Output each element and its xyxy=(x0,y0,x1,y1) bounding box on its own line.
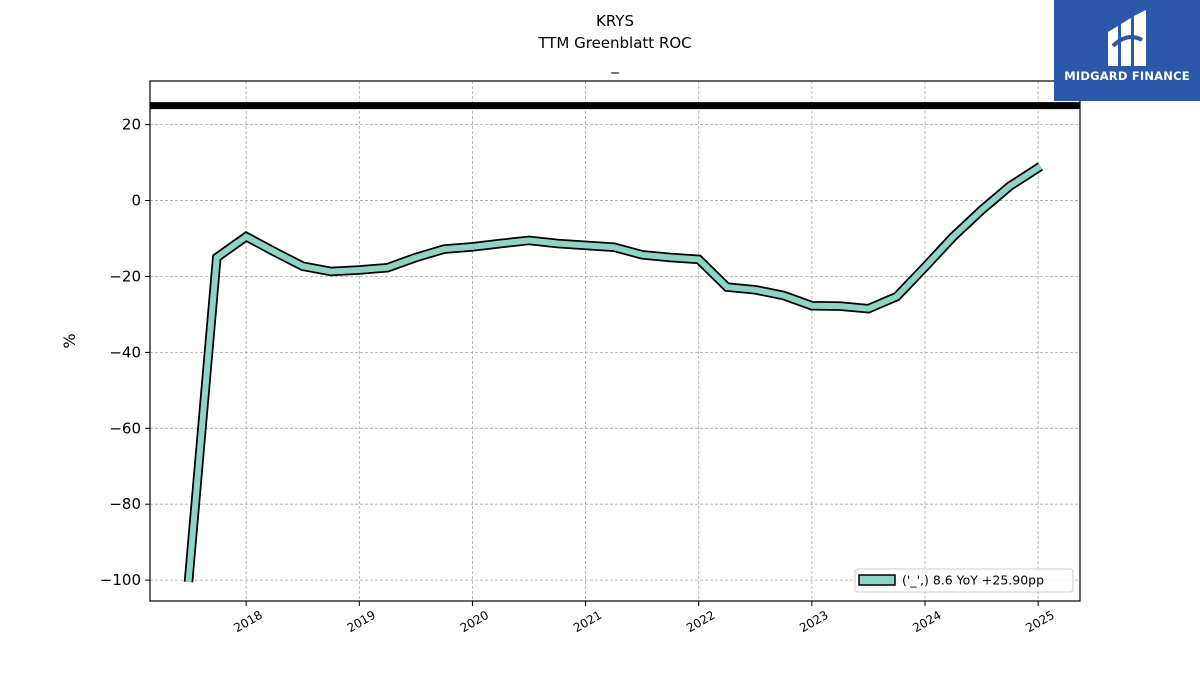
legend-box xyxy=(854,568,1074,593)
logo-text: MIDGARD FINANCE xyxy=(1064,69,1190,83)
grid-lines xyxy=(150,81,1080,601)
legend-label: ('_',) 8.6 YoY +25.90pp xyxy=(902,573,1044,588)
chart-title: KRYS xyxy=(596,12,634,30)
y-tick-label: −40 xyxy=(109,343,141,361)
y-tick-label: 20 xyxy=(122,116,141,134)
x-tick-label: 2022 xyxy=(684,608,717,635)
legend: ('_',) 8.6 YoY +25.90pp xyxy=(854,568,1074,593)
x-tick-label: 2025 xyxy=(1023,608,1056,635)
x-tick-label: 2018 xyxy=(231,608,264,635)
series-outline xyxy=(183,162,1043,583)
x-tick-label: 2020 xyxy=(458,608,491,635)
y-tick-label: −60 xyxy=(109,419,141,437)
y-axis-label: % xyxy=(60,333,79,348)
brand-logo: MIDGARD FINANCE xyxy=(1054,0,1200,101)
series-ribbon xyxy=(183,162,1043,583)
chart-subtitle: TTM Greenblatt ROC xyxy=(537,34,691,52)
x-tick-label: 2024 xyxy=(910,608,943,635)
x-axis-ticks: 2018 2019 2020 2021 2022 2023 2024 2025 xyxy=(231,601,1057,635)
y-tick-label: −80 xyxy=(109,495,141,513)
plot-frame xyxy=(149,80,1081,602)
midgard-logo-icon xyxy=(1108,10,1146,66)
x-tick-label: 2021 xyxy=(571,608,604,635)
series-line xyxy=(185,163,1043,583)
chart-subtitle-secondary: _ xyxy=(610,56,619,75)
y-tick-label: 0 xyxy=(131,192,141,210)
legend-swatch xyxy=(858,574,896,586)
x-tick-label: 2023 xyxy=(797,608,830,635)
y-tick-label: −100 xyxy=(100,571,141,589)
y-axis-ticks: 20 0 −20 −40 −60 −80 −100 xyxy=(100,116,150,589)
y-tick-label: −20 xyxy=(109,267,141,285)
x-tick-label: 2019 xyxy=(345,608,378,635)
